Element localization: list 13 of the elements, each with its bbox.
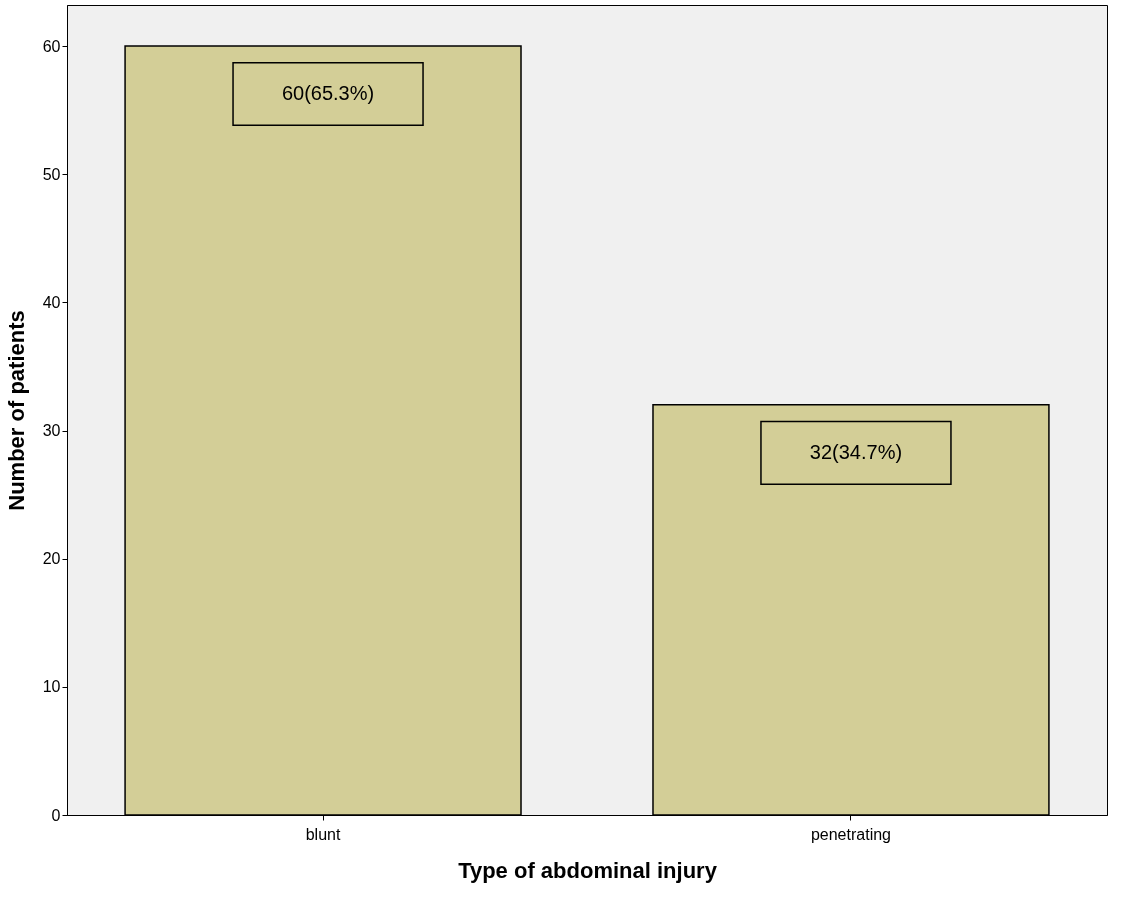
x-tick-label: penetrating [810,825,891,843]
y-tick-label: 10 [42,678,61,696]
y-tick-label: 20 [42,550,61,568]
data-label: 60(65.3%) [281,82,375,105]
y-tick-label: 40 [42,293,61,311]
x-axis-title: Type of abdominal injury [458,857,718,883]
x-tick-label: blunt [305,825,341,843]
y-tick-label: 0 [51,806,61,824]
y-tick-label: 60 [42,37,61,55]
y-tick-label: 50 [42,165,61,183]
y-axis-title: Number of patients [3,310,29,511]
data-label: 32(34.7%) [809,440,903,463]
y-tick-label: 30 [42,422,61,440]
